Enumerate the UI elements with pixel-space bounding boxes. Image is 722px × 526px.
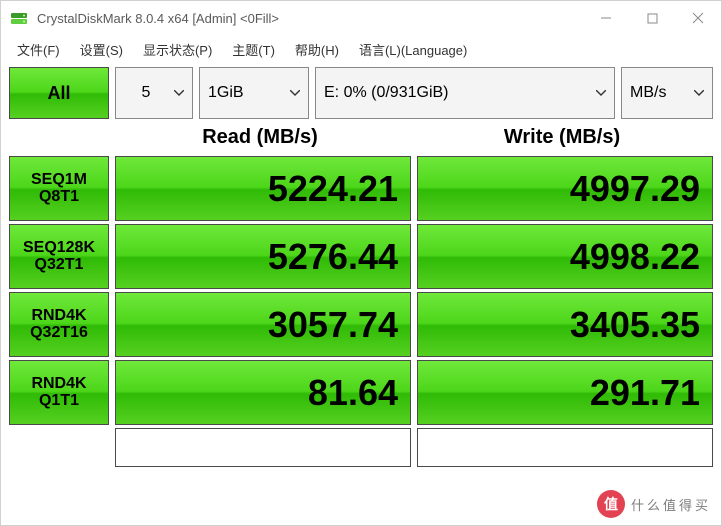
chevron-down-icon: [694, 90, 704, 96]
menu-file[interactable]: 文件(F): [7, 37, 70, 62]
test-label-line1: SEQ128K: [23, 240, 95, 257]
menu-settings[interactable]: 设置(S): [70, 37, 133, 62]
test-row-0: SEQ1M Q8T1 5224.21 4997.29: [1, 153, 721, 221]
test-row-1: SEQ128K Q32T1 5276.44 4998.22: [1, 221, 721, 289]
read-value-3: 81.64: [115, 360, 411, 425]
chevron-down-icon: [290, 90, 300, 96]
unit-select[interactable]: MB/s: [621, 67, 713, 119]
run-rnd4k-q32t16-button[interactable]: RND4K Q32T16: [9, 292, 109, 357]
unit-value: MB/s: [630, 84, 688, 102]
header-read: Read (MB/s): [109, 126, 411, 149]
test-label-line2: Q32T1: [35, 257, 84, 274]
size-value: 1GiB: [208, 84, 284, 102]
run-all-label: All: [47, 84, 70, 103]
menubar: 文件(F) 设置(S) 显示状态(P) 主题(T) 帮助(H) 语言(L)(La…: [1, 35, 721, 63]
test-label-line2: Q1T1: [39, 393, 79, 410]
run-seq128k-q32t1-button[interactable]: SEQ128K Q32T1: [9, 224, 109, 289]
test-label-line1: RND4K: [31, 308, 86, 325]
test-label-line2: Q8T1: [39, 189, 79, 206]
run-seq1m-q8t1-button[interactable]: SEQ1M Q8T1: [9, 156, 109, 221]
read-value-1: 5276.44: [115, 224, 411, 289]
controls-row: All 5 1GiB E: 0% (0/931GiB) MB/s: [1, 63, 721, 119]
maximize-button[interactable]: [629, 1, 675, 35]
watermark-text: 什么值得买: [631, 495, 711, 514]
test-label-line2: Q32T16: [30, 325, 88, 342]
read-value-2: 3057.74: [115, 292, 411, 357]
test-row-3: RND4K Q1T1 81.64 291.71: [1, 357, 721, 425]
info-read-cell: [115, 428, 411, 467]
size-select[interactable]: 1GiB: [199, 67, 309, 119]
minimize-button[interactable]: [583, 1, 629, 35]
app-window: CrystalDiskMark 8.0.4 x64 [Admin] <0Fill…: [0, 0, 722, 526]
write-value-3: 291.71: [417, 360, 713, 425]
test-row-2: RND4K Q32T16 3057.74 3405.35: [1, 289, 721, 357]
close-button[interactable]: [675, 1, 721, 35]
watermark-badge: 值: [597, 490, 625, 518]
write-value-1: 4998.22: [417, 224, 713, 289]
count-value: 5: [124, 84, 168, 102]
headers-row: Read (MB/s) Write (MB/s): [1, 119, 721, 153]
count-select[interactable]: 5: [115, 67, 193, 119]
test-label-line1: RND4K: [31, 376, 86, 393]
target-value: E: 0% (0/931GiB): [324, 84, 590, 102]
write-value-0: 4997.29: [417, 156, 713, 221]
run-rnd4k-q1t1-button[interactable]: RND4K Q1T1: [9, 360, 109, 425]
titlebar: CrystalDiskMark 8.0.4 x64 [Admin] <0Fill…: [1, 1, 721, 35]
app-icon: [9, 8, 29, 28]
menu-help[interactable]: 帮助(H): [285, 37, 349, 62]
chevron-down-icon: [174, 90, 184, 96]
menu-language[interactable]: 语言(L)(Language): [349, 37, 477, 62]
run-all-button[interactable]: All: [9, 67, 109, 119]
bottom-row: [1, 425, 721, 467]
menu-showstatus[interactable]: 显示状态(P): [133, 37, 222, 62]
window-title: CrystalDiskMark 8.0.4 x64 [Admin] <0Fill…: [37, 11, 279, 26]
watermark: 值 什么值得买: [597, 489, 715, 519]
test-label-line1: SEQ1M: [31, 172, 87, 189]
read-value-0: 5224.21: [115, 156, 411, 221]
info-write-cell: [417, 428, 713, 467]
write-value-2: 3405.35: [417, 292, 713, 357]
chevron-down-icon: [596, 90, 606, 96]
header-write: Write (MB/s): [411, 126, 713, 149]
menu-theme[interactable]: 主题(T): [222, 37, 285, 62]
target-select[interactable]: E: 0% (0/931GiB): [315, 67, 615, 119]
